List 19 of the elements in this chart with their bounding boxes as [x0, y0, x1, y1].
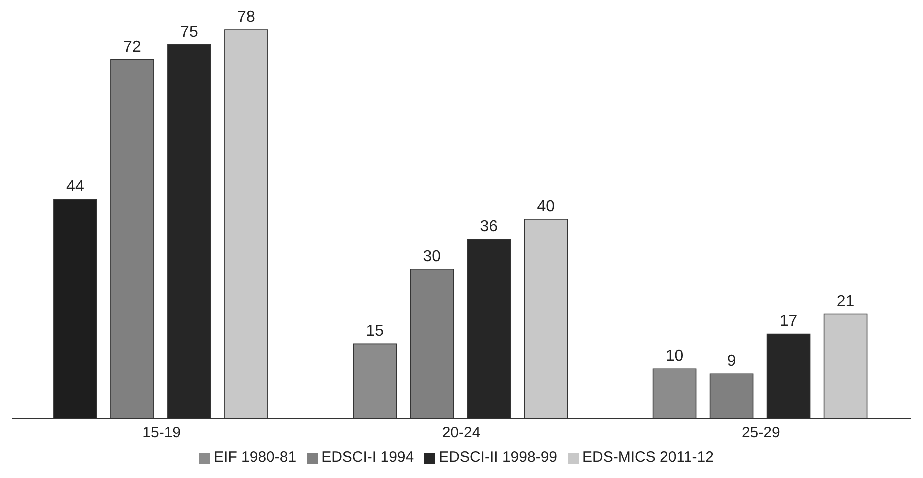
legend-label: EDSCI-II 1998-99	[439, 449, 558, 466]
data-label: 36	[480, 218, 498, 236]
legend-label: EDSCI-I 1994	[322, 449, 414, 466]
x-tick-label: 15-19	[142, 424, 182, 442]
data-label: 9	[727, 353, 736, 370]
data-label: 21	[836, 293, 855, 310]
data-label: 75	[180, 24, 198, 41]
x-tick-label: 20-24	[442, 424, 481, 442]
legend-label: EDS-MICS 2011-12	[582, 449, 714, 466]
legend-label: EIF 1980-81	[214, 449, 297, 466]
data-label: 78	[238, 9, 256, 26]
data-label: 44	[66, 178, 84, 196]
data-label: 30	[423, 248, 442, 266]
data-label: 17	[780, 313, 798, 330]
data-label: 15	[366, 323, 384, 340]
x-tick-label: 25-29	[742, 424, 780, 442]
data-label: 40	[537, 198, 556, 216]
data-label: 72	[124, 38, 142, 56]
data-label: 10	[666, 348, 684, 366]
